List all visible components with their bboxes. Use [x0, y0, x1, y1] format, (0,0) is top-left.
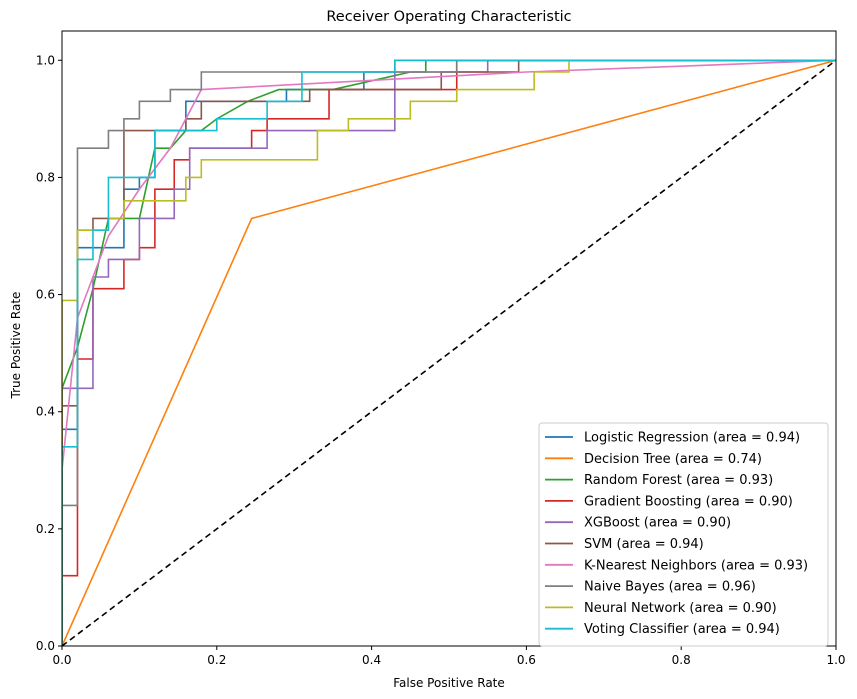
legend-label-7: K-Nearest Neighbors (area = 0.93)	[584, 558, 808, 573]
legend-label-2: Decision Tree (area = 0.74)	[584, 452, 762, 467]
legend-box	[538, 422, 829, 647]
legend-label-4: Gradient Boosting (area = 0.90)	[584, 494, 793, 509]
x-tick-label: 0.4	[362, 653, 381, 667]
legend-label-8: Naive Bayes (area = 0.96)	[584, 580, 756, 595]
y-tick-label: 0.6	[36, 288, 55, 302]
x-tick-label: 0.6	[517, 653, 536, 667]
series-line-7	[62, 59, 836, 471]
x-tick-label: 1.0	[826, 653, 845, 667]
legend-label-6: SVM (area = 0.94)	[584, 537, 704, 552]
legend: Logistic Regression (area = 0.94) Decisio…	[538, 422, 829, 647]
diagonal-reference-line	[62, 59, 836, 646]
plot-frame	[61, 30, 837, 647]
y-axis-label: True Positive Rate	[9, 292, 23, 400]
y-tick-label: 0.4	[36, 405, 55, 419]
y-tick-label: 0.2	[36, 522, 55, 536]
x-tick-label: 0.2	[207, 653, 226, 667]
y-tick-label: 1.0	[36, 53, 55, 67]
legend-label-5: XGBoost (area = 0.90)	[584, 516, 731, 531]
legend-label-3: Random Forest (area = 0.93)	[584, 473, 773, 488]
axis-ticks: 0.0 0.2 0.4 0.6 0.8 1.0 0.0 0.2 0.4 0.6 0.8 1.0	[36, 53, 846, 667]
x-tick-label: 0.0	[52, 653, 71, 667]
y-tick-label: 0.0	[36, 639, 55, 653]
legend-label-1: Logistic Regression (area = 0.94)	[584, 431, 800, 446]
legend-label-9: Neural Network (area = 0.90)	[584, 601, 777, 616]
legend-label-10: Voting Classifier (area = 0.94)	[584, 622, 780, 637]
x-tick-label: 0.8	[672, 653, 691, 667]
plot-area	[61, 30, 837, 647]
y-tick-label: 0.8	[36, 170, 55, 184]
series-line-2	[62, 59, 836, 646]
chart-title: Receiver Operating Characteristic	[326, 9, 571, 25]
series-lines	[62, 59, 836, 646]
x-axis-label: False Positive Rate	[393, 676, 505, 690]
series-line-10	[62, 59, 836, 646]
